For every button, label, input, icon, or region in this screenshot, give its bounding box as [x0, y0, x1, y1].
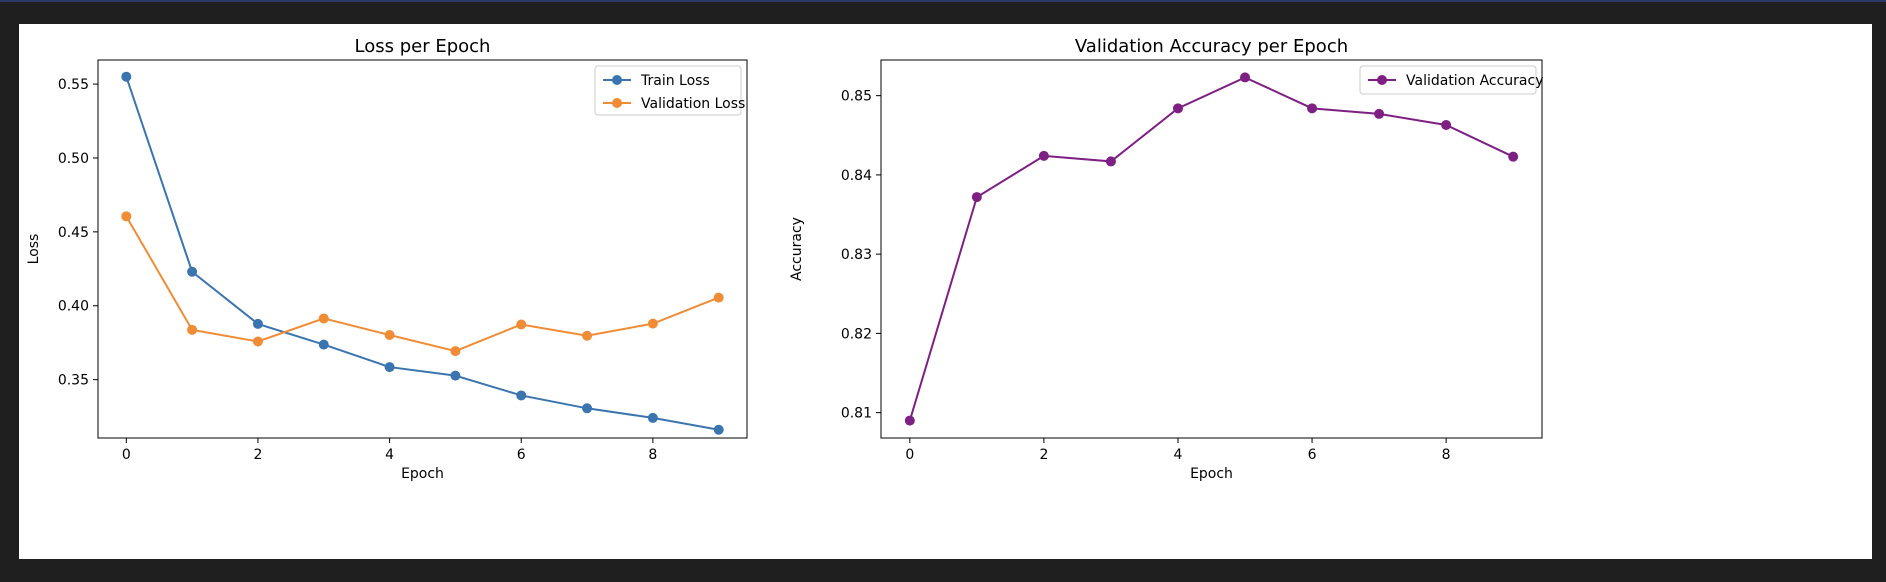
train-loss-point	[121, 71, 132, 82]
loss-y-tick-label: 0.55	[58, 77, 89, 93]
train-loss-point	[450, 370, 461, 381]
validation-loss-point	[384, 330, 395, 341]
figure-canvas: Loss per Epoch 0 2 4 6 8 0.35 0.40 0.45 0.50 0.55 E…	[19, 24, 1872, 559]
validation-accuracy-point	[1307, 103, 1318, 114]
train-loss-point	[318, 339, 329, 350]
validation-accuracy-point	[904, 415, 915, 426]
validation-accuracy-point	[1374, 108, 1385, 119]
train-loss-line	[125, 76, 719, 431]
validation-accuracy-point	[1038, 150, 1049, 161]
train-loss-legend-label: Train Loss	[640, 73, 710, 89]
validation-loss-point	[450, 346, 461, 357]
train-loss-point	[384, 362, 395, 373]
loss-y-tick-label: 0.50	[58, 151, 89, 167]
accuracy-y-axis-label: Accuracy	[789, 217, 805, 281]
train-loss-point	[187, 266, 198, 277]
accuracy-x-tick-label: 2	[1039, 447, 1048, 463]
loss-y-tick-label: 0.35	[58, 373, 89, 389]
validation-accuracy-legend-label: Validation Accuracy	[1406, 73, 1544, 89]
validation-loss-point	[582, 330, 593, 341]
loss-chart-title: Loss per Epoch	[355, 36, 491, 57]
validation-accuracy-point	[1508, 151, 1519, 162]
top-accent-bar	[0, 0, 1886, 2]
accuracy-y-tick-label: 0.85	[841, 89, 872, 105]
loss-legend	[594, 65, 742, 116]
loss-x-axis-label: Epoch	[401, 466, 444, 482]
validation-loss-point	[252, 336, 263, 347]
accuracy-x-tick-label: 4	[1174, 447, 1183, 463]
validation-loss-point	[647, 318, 658, 329]
validation-loss-point	[516, 319, 527, 330]
train-loss-point	[516, 390, 527, 401]
accuracy-x-tick-label: 0	[905, 447, 914, 463]
loss-plot-frame	[97, 59, 748, 439]
accuracy-plot-frame	[880, 59, 1543, 439]
validation-accuracy-point	[1240, 72, 1251, 83]
validation-accuracy-point	[1172, 103, 1183, 114]
validation-loss-line	[125, 215, 720, 353]
accuracy-legend	[1359, 65, 1537, 95]
validation-loss-legend-marker	[612, 98, 622, 108]
loss-chart: Loss per Epoch 0 2 4 6 8 0.35 0.40 0.45 0.50 0.55 E…	[26, 36, 748, 482]
loss-y-tick-label: 0.45	[58, 225, 89, 241]
accuracy-y-tick-label: 0.81	[841, 406, 872, 422]
validation-loss-point	[187, 324, 198, 335]
validation-accuracy-point	[1441, 119, 1452, 130]
charts-svg: Loss per Epoch 0 2 4 6 8 0.35 0.40 0.45 0.50 0.55 E…	[26, 36, 1544, 482]
validation-accuracy-point	[971, 192, 982, 203]
validation-accuracy-point	[1105, 156, 1116, 167]
loss-x-tick-label: 0	[122, 447, 131, 463]
validation-loss-point	[121, 211, 132, 222]
accuracy-x-axis-label: Epoch	[1190, 466, 1233, 482]
accuracy-chart: Validation Accuracy per Epoch 0 2 4 6 8 0.81 0.…	[789, 36, 1544, 482]
accuracy-y-tick-label: 0.82	[841, 326, 872, 342]
train-loss-point	[582, 403, 593, 414]
validation-accuracy-line	[908, 76, 1514, 421]
loss-x-tick-label: 6	[517, 447, 526, 463]
train-loss-point	[647, 412, 658, 423]
train-loss-legend-marker	[612, 75, 622, 85]
loss-y-tick-label: 0.40	[58, 299, 89, 315]
validation-loss-point	[318, 313, 329, 324]
accuracy-y-tick-label: 0.83	[841, 247, 872, 263]
accuracy-y-tick-label: 0.84	[841, 168, 872, 184]
accuracy-chart-title: Validation Accuracy per Epoch	[1075, 36, 1348, 57]
loss-y-axis-label: Loss	[26, 234, 42, 265]
validation-loss-legend-label: Validation Loss	[641, 96, 745, 112]
accuracy-x-tick-label: 6	[1308, 447, 1317, 463]
loss-x-tick-label: 8	[648, 447, 657, 463]
loss-x-tick-label: 4	[385, 447, 394, 463]
validation-loss-point	[713, 292, 724, 303]
loss-x-tick-label: 2	[253, 447, 262, 463]
accuracy-x-tick-label: 8	[1442, 447, 1451, 463]
validation-accuracy-legend-marker	[1377, 75, 1387, 85]
train-loss-point	[252, 318, 263, 329]
train-loss-point	[713, 424, 724, 435]
